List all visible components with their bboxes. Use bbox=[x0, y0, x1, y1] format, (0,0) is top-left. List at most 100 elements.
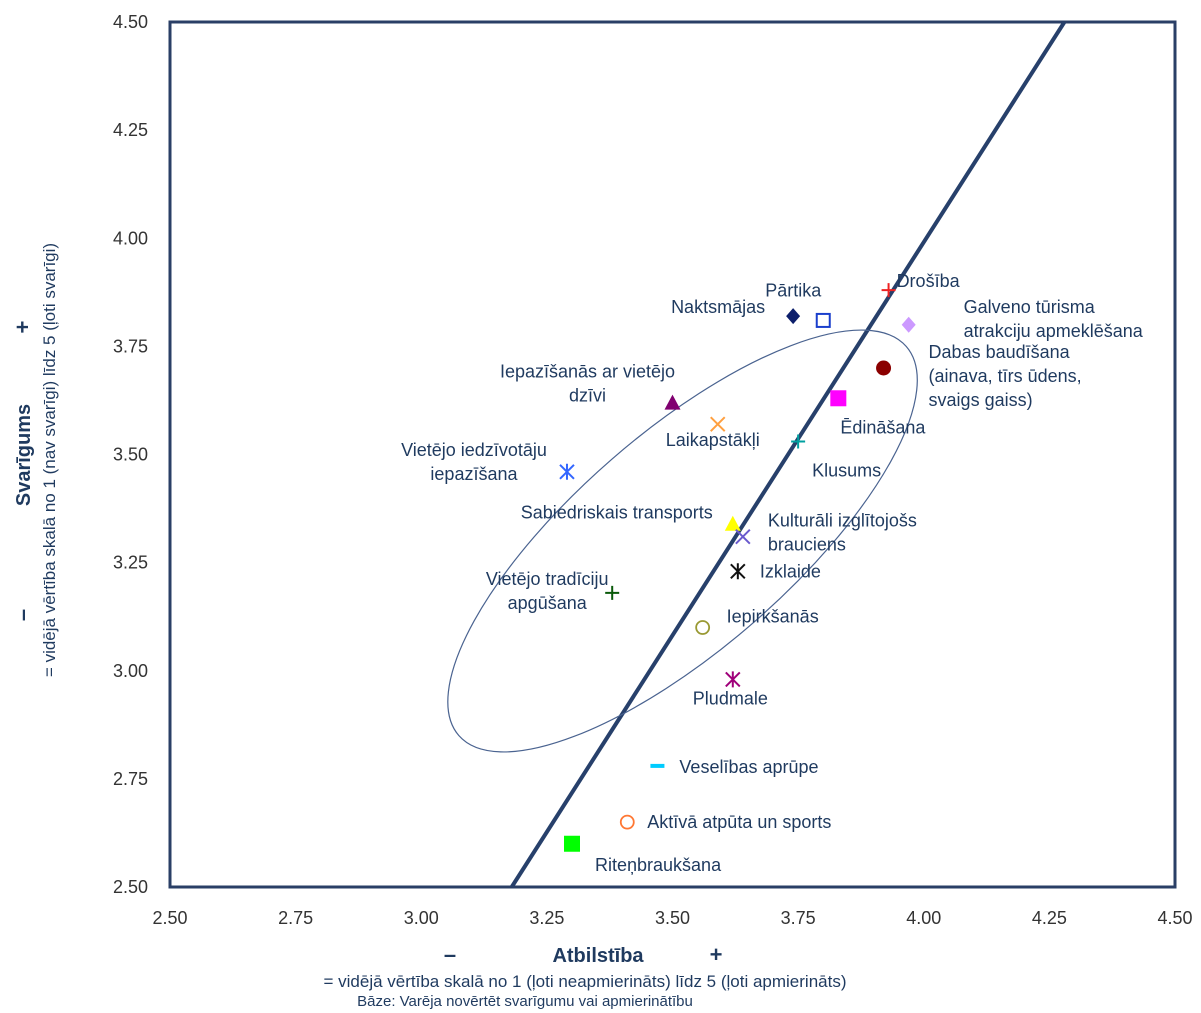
x-axis-minus: – bbox=[444, 942, 456, 967]
point-label-line: Vietējo iedzīvotāju bbox=[401, 440, 547, 460]
point-label-line: Drošība bbox=[897, 271, 961, 291]
diamond-marker bbox=[786, 308, 801, 325]
x-tick-label: 4.50 bbox=[1157, 908, 1192, 928]
point-label-line: Izklaide bbox=[760, 561, 821, 581]
x-marker bbox=[735, 528, 751, 545]
data-point bbox=[815, 312, 831, 328]
y-tick-label: 3.00 bbox=[113, 661, 148, 681]
point-label-line: Naktsmājas bbox=[671, 297, 765, 317]
point-label-line: apgūšana bbox=[508, 593, 588, 613]
plus-marker bbox=[791, 434, 806, 449]
y-tick-label: 2.75 bbox=[113, 769, 148, 789]
circle-open-marker bbox=[619, 814, 635, 830]
data-point bbox=[724, 515, 741, 531]
x-axis-title: Atbilstība bbox=[552, 945, 644, 967]
plus-marker bbox=[605, 585, 620, 600]
x-marker bbox=[710, 416, 726, 432]
diagonal-line bbox=[510, 20, 1067, 889]
data-points bbox=[559, 283, 916, 852]
data-point bbox=[559, 463, 575, 480]
point-label-line: atrakciju apmeklēšana bbox=[964, 321, 1144, 341]
plot-area bbox=[168, 20, 1177, 889]
triangle-marker bbox=[664, 394, 681, 410]
point-label: Aktīvā atpūta un sports bbox=[647, 812, 831, 832]
point-label: Dabas baudīšana (ainava, tīrs ūdens, svaig… bbox=[929, 342, 1082, 410]
y-axis-description: = vidējā vērtība skalā no 1 (nav svarīgi… bbox=[40, 243, 59, 677]
dash-marker bbox=[650, 763, 665, 768]
data-point bbox=[735, 528, 751, 545]
asterisk-marker bbox=[725, 671, 741, 688]
y-tick-label: 4.00 bbox=[113, 228, 148, 248]
x-axis-plus: + bbox=[710, 942, 723, 967]
data-point bbox=[710, 416, 726, 432]
triangle-marker bbox=[724, 515, 741, 531]
asterisk-marker bbox=[559, 463, 575, 480]
y-axis-minus: – bbox=[10, 609, 35, 621]
x-tick-label: 3.50 bbox=[655, 908, 690, 928]
square-marker bbox=[830, 390, 847, 407]
point-label-line: Pārtika bbox=[765, 280, 822, 300]
data-point bbox=[786, 308, 801, 325]
data-point bbox=[725, 671, 741, 688]
data-point bbox=[605, 585, 620, 600]
x-tick-label: 2.50 bbox=[152, 908, 187, 928]
point-label: Sabiedriskais transports bbox=[521, 503, 713, 523]
y-tick-label: 2.50 bbox=[113, 877, 148, 897]
y-axis-ticks: 2.50 2.75 3.00 3.25 3.50 3.75 4.00 4.25 4.50 bbox=[113, 12, 148, 897]
x-tick-label: 3.25 bbox=[529, 908, 564, 928]
data-point bbox=[650, 763, 665, 768]
point-label-line: Iepirkšanās bbox=[727, 607, 819, 627]
data-point bbox=[695, 620, 711, 635]
x-axis-ticks: 2.50 2.75 3.00 3.25 3.50 3.75 4.00 4.25 4.50 bbox=[152, 908, 1192, 928]
plus-marker bbox=[881, 283, 896, 298]
base-note: Bāze: Varēja novērtēt svarīgumu vai apmi… bbox=[357, 993, 693, 1010]
point-label-line: iepazīšana bbox=[430, 464, 518, 484]
point-label-line: Galveno tūrisma bbox=[964, 297, 1096, 317]
y-tick-label: 3.75 bbox=[113, 336, 148, 356]
square-open-marker bbox=[815, 312, 831, 328]
highlight-ellipse bbox=[447, 329, 918, 753]
point-label: Kulturāli izglītojošs brauciens bbox=[768, 511, 917, 555]
point-label: Naktsmājas bbox=[671, 297, 765, 317]
data-point bbox=[876, 360, 892, 376]
data-point bbox=[619, 814, 635, 830]
point-label: Laikapstākļi bbox=[666, 430, 760, 450]
point-label-line: Kulturāli izglītojošs bbox=[768, 511, 917, 531]
point-label: Ēdināšana bbox=[840, 417, 926, 437]
y-tick-label: 4.50 bbox=[113, 12, 148, 32]
point-label-line: Vietējo tradīciju bbox=[486, 569, 609, 589]
point-label-line: brauciens bbox=[768, 535, 846, 555]
point-label: Pārtika bbox=[765, 280, 822, 300]
x-tick-label: 4.25 bbox=[1032, 908, 1067, 928]
point-label: Pludmale bbox=[693, 688, 768, 708]
x-axis-description: = vidējā vērtība skalā no 1 (ļoti neapmi… bbox=[324, 972, 847, 991]
point-label: Iepirkšanās bbox=[727, 607, 819, 627]
point-label: Vietējo tradīciju apgūšana bbox=[486, 569, 609, 613]
data-point bbox=[564, 835, 580, 852]
data-point bbox=[901, 316, 916, 333]
point-label-line: Ēdināšana bbox=[840, 417, 926, 437]
point-label-line: Klusums bbox=[812, 461, 881, 481]
x-tick-label: 3.00 bbox=[404, 908, 439, 928]
point-label: Iepazīšanās ar vietējo dzīvi bbox=[500, 362, 675, 406]
y-axis-title: Svarīgums bbox=[13, 404, 35, 506]
x-tick-label: 3.75 bbox=[781, 908, 816, 928]
plot-frame bbox=[168, 20, 1177, 889]
x-tick-label: 4.00 bbox=[906, 908, 941, 928]
y-tick-label: 3.25 bbox=[113, 553, 148, 573]
diamond-marker bbox=[901, 316, 916, 333]
y-tick-label: 3.50 bbox=[113, 445, 148, 465]
circle-open-marker bbox=[695, 620, 711, 635]
asterisk-marker bbox=[730, 563, 746, 580]
data-point bbox=[730, 563, 746, 580]
square-marker bbox=[564, 835, 580, 852]
point-label-line: Laikapstākļi bbox=[666, 430, 760, 450]
point-label: Veselības aprūpe bbox=[679, 757, 818, 777]
data-point bbox=[664, 394, 681, 410]
point-label-line: (ainava, tīrs ūdens, bbox=[929, 366, 1082, 386]
point-label: Drošība bbox=[897, 271, 961, 291]
data-point bbox=[830, 390, 847, 407]
point-label-line: Veselības aprūpe bbox=[679, 757, 818, 777]
